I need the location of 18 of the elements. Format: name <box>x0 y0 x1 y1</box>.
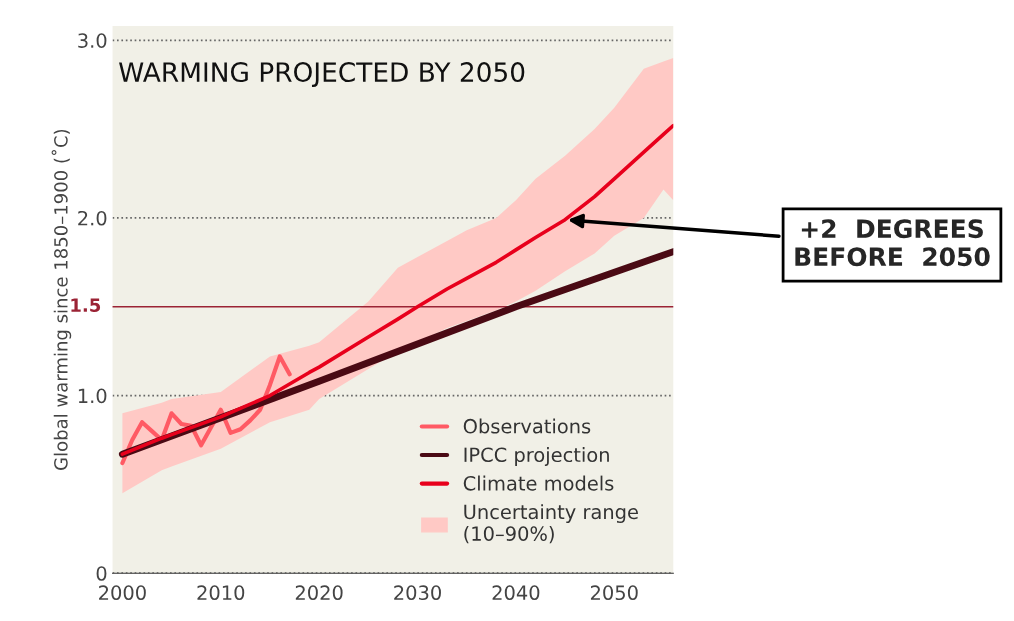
x-tick-label: 2020 <box>295 585 343 601</box>
legend-label: Climate models <box>463 475 614 491</box>
y-tick-label: 3.0 <box>78 33 107 48</box>
ref-line-label: 1.5 <box>71 298 101 312</box>
annotation: +2 DEGREES BEFORE 2050 <box>795 219 990 267</box>
legend-label: Observations <box>463 418 591 434</box>
y-tick-label: 0 <box>96 566 107 581</box>
y-tick-label: 2.0 <box>78 210 107 226</box>
x-tick-label: 2030 <box>394 585 441 601</box>
y-axis-title: Global warming since 1850–1900 (˚C) <box>51 129 72 470</box>
x-tick-label: 2000 <box>99 585 146 601</box>
x-tick-label: 2010 <box>197 585 245 601</box>
text: WARMING PROJECTED BY 2050 <box>119 62 525 87</box>
x-tick-label: 2050 <box>590 585 638 601</box>
y-tick-label: 1.0 <box>78 388 107 404</box>
legend-label: IPCC projection <box>464 447 609 466</box>
legend-label: Uncertainty range (10–90%) <box>464 504 638 544</box>
x-tick-label: 2040 <box>492 585 540 601</box>
